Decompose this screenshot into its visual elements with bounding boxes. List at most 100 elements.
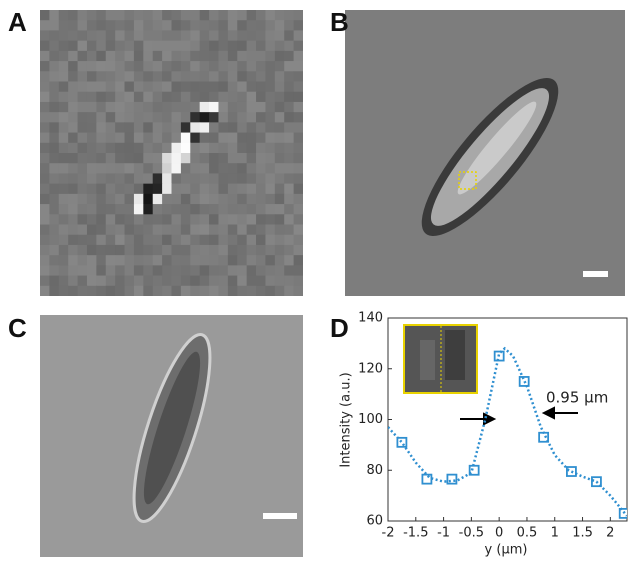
pixel [49,30,59,41]
pixel [228,112,238,123]
pixel [190,245,200,256]
pixel [106,61,116,72]
pixel [96,71,106,82]
pixel [162,112,172,123]
pixel [237,10,247,21]
pixel [190,153,200,164]
pixel [200,276,210,287]
pixel [87,20,97,31]
pixel [218,92,228,103]
pixel [209,20,219,31]
pixel [172,41,182,52]
pixel [200,153,210,164]
pixel [275,61,285,72]
pixel [153,265,163,276]
pixel [247,245,257,256]
y-tick-label: 140 [358,311,383,326]
pixel [275,225,285,236]
pixel [68,286,78,297]
pixel [106,102,116,113]
pixel [49,143,59,154]
pixel [237,235,247,246]
pixel [162,153,172,164]
pixel [125,276,135,287]
pixel [134,255,144,266]
pixel [218,10,228,21]
pixel [59,10,69,21]
pixel [172,214,182,225]
pixel [200,214,210,225]
pixel [78,51,88,62]
pixel [78,20,88,31]
pixel [284,204,294,215]
pixel [115,153,125,164]
image-c [40,315,303,557]
pixel [68,92,78,103]
pixel [40,122,50,133]
pixel [200,41,210,52]
pixel [143,122,153,133]
pixel [284,265,294,276]
pixel [181,20,191,31]
pixel [96,143,106,154]
pixel [284,286,294,297]
pixel [59,30,69,41]
pixel [237,20,247,31]
pixel [247,225,257,236]
pixel [172,163,182,174]
pixel [275,51,285,62]
pixel [106,194,116,205]
pixel [59,20,69,31]
pixel [162,30,172,41]
pixel [218,102,228,113]
pixel [190,122,200,133]
pixel [78,71,88,82]
pixel [68,143,78,154]
pixel [106,265,116,276]
pixel [59,276,69,287]
pixel [275,122,285,133]
pixel [143,153,153,164]
pixel [275,10,285,21]
pixel [115,30,125,41]
pixel [162,276,172,287]
pixel [49,133,59,144]
pixel [265,82,275,93]
pixel [78,286,88,297]
pixel [284,235,294,246]
pixel [49,51,59,62]
pixel [143,184,153,195]
pixel [275,92,285,103]
pixel [294,173,304,184]
pixel [256,30,266,41]
pixel [78,163,88,174]
pixel [162,10,172,21]
pixel [106,225,116,236]
pixel [162,20,172,31]
pixel [153,184,163,195]
pixel [237,143,247,154]
pixel [49,204,59,215]
pixel [125,184,135,195]
pixel [125,235,135,246]
pixel [96,20,106,31]
pixel [275,255,285,266]
pixel [134,245,144,256]
pixel [209,235,219,246]
pixel [294,265,304,276]
pixel [134,286,144,297]
pixel [59,61,69,72]
pixel [40,225,50,236]
pixel [134,276,144,287]
pixel [40,245,50,256]
pixel [68,112,78,123]
pixel [134,143,144,154]
pixel [181,204,191,215]
pixel [247,286,257,297]
pixel [87,194,97,205]
pixel [284,30,294,41]
pixel [68,41,78,52]
pixel [190,194,200,205]
pixel [247,82,257,93]
pixel [209,82,219,93]
